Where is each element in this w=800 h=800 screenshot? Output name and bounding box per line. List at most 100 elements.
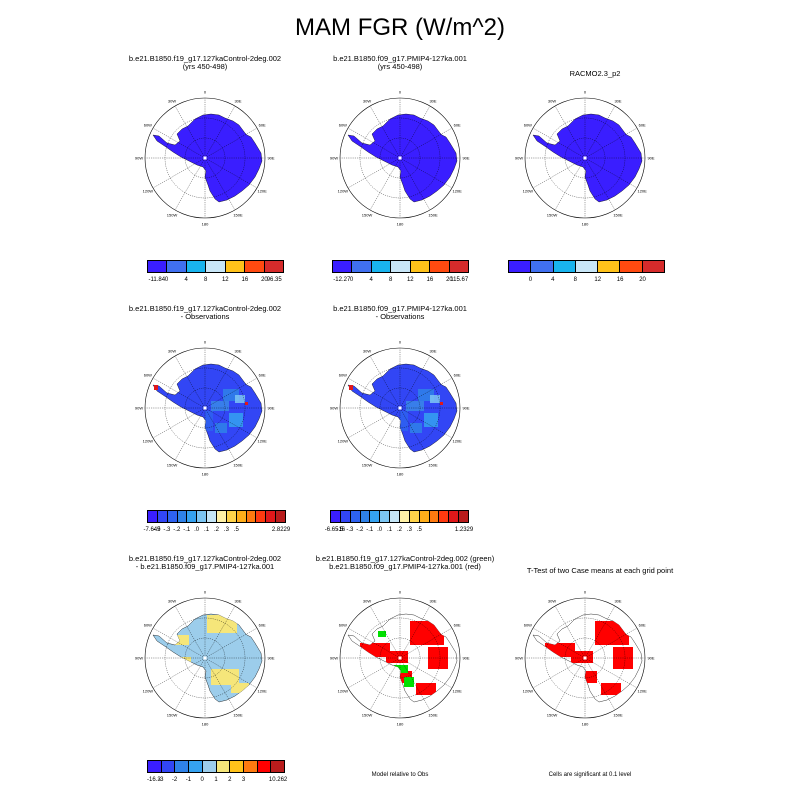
colorbar-tick-label: -11.84: [148, 277, 166, 283]
meridian-label-120e: 120E: [257, 689, 267, 694]
colorbar-3-labels: 0 4 8 12 16 20: [508, 277, 665, 285]
panel-8-title: T-Test of two Case means at each grid po…: [526, 566, 674, 575]
panel-4-title: b.e21.B1850.f19_g17.127kaControl-2deg.00…: [128, 304, 282, 321]
colorbar-swatch: [333, 261, 353, 272]
meridian-label-60w: 60W: [339, 123, 347, 128]
polar-map-2: 0 30E 60E 90E 120E 150E 180 150W 120W 90W 60W 30W: [330, 90, 470, 227]
colorbar-swatch: [187, 511, 198, 522]
colorbar-swatch: [256, 511, 267, 522]
meridian-label-150e: 150E: [233, 213, 243, 218]
meridian-label-120w: 120W: [143, 689, 154, 694]
colorbar-tick-label: -.1: [183, 527, 191, 533]
colorbar-swatch: [439, 511, 450, 522]
colorbar-swatch: [189, 761, 203, 772]
colorbar-swatch: [429, 511, 440, 522]
colorbar-swatch: [148, 261, 168, 272]
colorbar-swatch: [257, 761, 272, 772]
meridian-label-0: 0: [204, 590, 207, 595]
panel-7-title: b.e21.B1850.f19_g17.127kaControl-2deg.00…: [315, 554, 495, 571]
polar-map-7: 0 30E 60E 90E 120E 150E 180 150W 120W 90W 60W 30W: [330, 590, 470, 727]
meridian-label-180: 180: [202, 472, 209, 477]
meridian-label-150w: 150W: [167, 463, 178, 468]
meridian-label-120w: 120W: [338, 189, 349, 194]
meridian-label-60w: 60W: [339, 623, 347, 628]
colorbar-swatch: [246, 511, 257, 522]
colorbar-swatch: [370, 511, 381, 522]
colorbar-swatch: [642, 261, 664, 272]
meridian-label-180: 180: [202, 222, 209, 227]
colorbar-swatch: [266, 511, 277, 522]
meridian-label-120e: 120E: [637, 189, 647, 194]
colorbar-tick-label: 20: [639, 277, 646, 283]
colorbar-tick-label: 115.67: [450, 277, 469, 283]
page-title: MAM FGR (W/m^2): [295, 14, 505, 41]
colorbar-tick-label: 10.262: [268, 777, 288, 783]
colorbar-swatch: [264, 261, 283, 272]
meridian-label-150w: 150W: [547, 713, 558, 718]
meridian-label-60e: 60E: [454, 373, 461, 378]
colorbar-tick-label: .2: [213, 527, 220, 533]
meridian-label-180: 180: [397, 722, 404, 727]
meridian-label-90w: 90W: [330, 156, 338, 161]
meridian-label-90w: 90W: [135, 406, 143, 411]
colorbar-tick-label: 4: [551, 277, 555, 283]
colorbar-swatch: [175, 761, 190, 772]
colorbar-tick-label: .3: [406, 527, 412, 533]
colorbar-swatch: [225, 261, 246, 272]
colorbar-swatch: [202, 761, 217, 772]
polar-map-6: 0 30E 60E 90E 120E 150E 180 150W 120W 90W 60W 30W: [135, 590, 275, 727]
meridian-label-60w: 60W: [339, 373, 347, 378]
meridian-label-90e: 90E: [462, 406, 469, 411]
meridian-label-30e: 30E: [234, 98, 241, 103]
colorbar-tick-label: -12.27: [333, 277, 351, 283]
meridian-label-30e: 30E: [429, 98, 436, 103]
colorbar-tick-label: 16: [241, 277, 249, 283]
colorbar-swatch: [380, 511, 391, 522]
meridian-label-180: 180: [397, 472, 404, 477]
colorbar-tick-label: -.3: [346, 527, 354, 533]
colorbar-tick-label: 2: [228, 777, 232, 783]
meridian-label-30e: 30E: [429, 348, 436, 353]
colorbar-swatch: [331, 511, 341, 522]
colorbar-swatch: [245, 261, 265, 272]
colorbar-tick-label: 16: [426, 277, 434, 283]
colorbar-tick-label: -7.649: [143, 527, 161, 533]
polar-map-1: 0 30E 60E 90E 120E 150E 180 150W 120W 90W 60W 30W: [135, 90, 275, 227]
meridian-label-60w: 60W: [144, 623, 152, 628]
colorbar-swatch: [271, 761, 285, 772]
meridian-label-90e: 90E: [267, 656, 274, 661]
meridian-label-180: 180: [202, 722, 209, 727]
meridian-label-30w: 30W: [168, 598, 176, 603]
colorbar-swatch: [419, 511, 430, 522]
colorbar-tick-label: 16: [616, 277, 624, 283]
colorbar-swatch: [157, 511, 168, 522]
colorbar-1: [147, 260, 284, 273]
colorbar-swatch: [449, 261, 468, 272]
meridian-label-180: 180: [397, 222, 404, 227]
panel-5-title: b.e21.B1850.f09_g17.PMIP4-127ka.001- Obs…: [333, 304, 467, 321]
meridian-label-90e: 90E: [267, 156, 274, 161]
meridian-label-120w: 120W: [143, 439, 154, 444]
meridian-label-60w: 60W: [144, 123, 152, 128]
meridian-label-150w: 150W: [167, 213, 178, 218]
meridian-label-30e: 30E: [234, 348, 241, 353]
meridian-label-30e: 30E: [234, 598, 241, 603]
colorbar-tick-label: -1: [185, 777, 192, 783]
meridian-label-90w: 90W: [515, 656, 523, 661]
colorbar-swatch: [243, 761, 258, 772]
meridian-label-90e: 90E: [647, 656, 654, 661]
meridian-label-90w: 90W: [330, 406, 338, 411]
meridian-label-90e: 90E: [647, 156, 654, 161]
meridian-label-150w: 150W: [547, 213, 558, 218]
colorbar-swatch: [553, 261, 576, 272]
meridian-label-30e: 30E: [429, 598, 436, 603]
meridian-label-90e: 90E: [267, 406, 274, 411]
meridian-label-120e: 120E: [452, 189, 462, 194]
meridian-label-150e: 150E: [428, 463, 438, 468]
meridian-label-150e: 150E: [428, 713, 438, 718]
colorbar-swatch: [167, 261, 187, 272]
colorbar-tick-label: 1.2329: [454, 527, 474, 533]
colorbar-tick-label: .1: [204, 527, 210, 533]
meridian-label-30w: 30W: [548, 598, 556, 603]
colorbar-swatch: [360, 511, 371, 522]
